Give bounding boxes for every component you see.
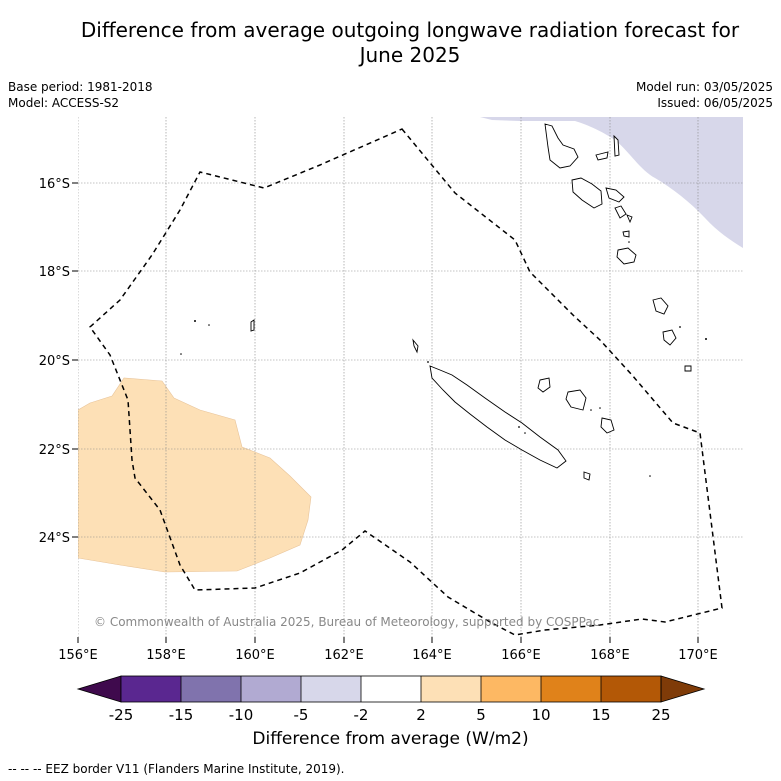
- base-period: Base period: 1981-2018: [8, 80, 153, 94]
- lon-label: 168°E: [590, 648, 630, 663]
- colorbar-tick: 2: [416, 706, 426, 724]
- lon-label: 166°E: [501, 648, 541, 663]
- axis-ticks: [72, 182, 699, 643]
- lon-label: 170°E: [678, 648, 718, 663]
- colorbar-tick: -5: [294, 706, 309, 724]
- new-caledonia-island: [429, 365, 567, 469]
- colorbar-tick: -10: [229, 706, 254, 724]
- graticule: [78, 117, 743, 637]
- negative-anomaly-region: [480, 117, 743, 248]
- issued-date: Issued: 06/05/2025: [657, 96, 773, 110]
- small-islets: [180, 241, 707, 477]
- colorbar-segment: [181, 676, 241, 702]
- colorbar-segment: [601, 676, 661, 702]
- colorbar-segment: [421, 676, 481, 702]
- eez-legend: -- -- -- EEZ border V11 (Flanders Marine…: [8, 762, 345, 776]
- colorbar: -25 -15 -10 -5 -2 2 5 10 15 25: [76, 675, 706, 724]
- land-outlines: [250, 123, 692, 481]
- colorbar-segment: [481, 676, 541, 702]
- colorbar-label: Difference from average (W/m2): [252, 729, 529, 749]
- model-run: Model run: 03/05/2025: [635, 80, 773, 94]
- lat-label: 20°S: [39, 354, 70, 369]
- lon-label: 160°E: [235, 648, 275, 663]
- map-title: Difference from average outgoing longwav…: [40, 18, 780, 68]
- latitude-labels: 16°S 18°S 20°S 22°S 24°S: [39, 177, 70, 546]
- lat-label: 24°S: [39, 531, 70, 546]
- colorbar-segment: [241, 676, 301, 702]
- colorbar-tick: -15: [169, 706, 194, 724]
- model-name: Model: ACCESS-S2: [8, 96, 120, 110]
- copyright-notice: © Commonwealth of Australia 2025, Bureau…: [94, 615, 599, 629]
- vanuatu-islands: [544, 123, 579, 169]
- lon-label: 162°E: [324, 648, 364, 663]
- lat-label: 18°S: [39, 265, 70, 280]
- meta-right: Model run: 03/05/2025 Issued: 06/05/2025: [636, 79, 773, 111]
- lon-label: 156°E: [58, 648, 98, 663]
- colorbar-tick: 25: [651, 706, 670, 724]
- colorbar-high-extension: [660, 675, 706, 703]
- colorbar-segment: [121, 676, 181, 702]
- colorbar-low-extension: [76, 675, 122, 703]
- title-line-2: June 2025: [359, 43, 461, 67]
- eez-border: [89, 128, 723, 636]
- longitude-labels: 156°E 158°E 160°E 162°E 164°E 166°E 168°…: [58, 648, 718, 663]
- colorbar-segment: [541, 676, 601, 702]
- colorbar-tick: 5: [476, 706, 486, 724]
- lat-label: 16°S: [39, 177, 70, 192]
- positive-anomaly-region: [78, 377, 312, 573]
- colorbar-tick: -2: [354, 706, 369, 724]
- colorbar-segment: [301, 676, 361, 702]
- colorbar-tick: 10: [531, 706, 550, 724]
- lon-label: 158°E: [146, 648, 186, 663]
- map-area: © Commonwealth of Australia 2025, Bureau…: [78, 117, 743, 637]
- lon-label: 164°E: [412, 648, 452, 663]
- colorbar-segment: [361, 676, 421, 702]
- lat-label: 22°S: [39, 443, 70, 458]
- colorbar-tick: -25: [109, 706, 134, 724]
- colorbar-tick: 15: [591, 706, 610, 724]
- title-line-1: Difference from average outgoing longwav…: [80, 18, 740, 42]
- meta-left: Base period: 1981-2018 Model: ACCESS-S2: [8, 79, 153, 111]
